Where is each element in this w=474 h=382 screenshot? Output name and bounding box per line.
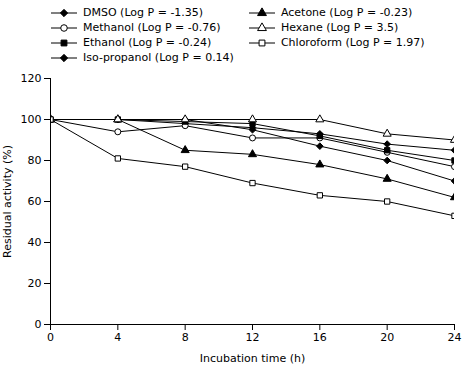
svg-text:16: 16 (313, 331, 327, 344)
svg-text:120: 120 (21, 72, 42, 85)
html-text:DMSO (Log P = -1.35): DMSO (Log P = -1.35) (83, 6, 204, 19)
svg-text:4: 4 (114, 331, 121, 344)
html-text:Methanol (Log P = -0.76): Methanol (Log P = -0.76) (83, 21, 221, 34)
svg-text:20: 20 (380, 331, 394, 344)
svg-text:Incubation time (h): Incubation time (h) (200, 352, 305, 365)
svg-text:24: 24 (448, 331, 462, 344)
html-text:Ethanol (Log P = -0.24): Ethanol (Log P = -0.24) (83, 36, 212, 49)
svg-text:0: 0 (35, 318, 42, 331)
html-text:Acetone (Log P = -0.23): Acetone (Log P = -0.23) (280, 6, 413, 19)
svg-text:80: 80 (28, 154, 42, 167)
svg-text:40: 40 (28, 236, 42, 249)
svg-text:20: 20 (28, 277, 42, 290)
svg-text:8: 8 (182, 331, 189, 344)
html-text:Chloroform (Log P = 1.97): Chloroform (Log P = 1.97) (280, 36, 425, 49)
html-text:Hexane (Log P = 3.5): Hexane (Log P = 3.5) (280, 21, 399, 34)
svg-text:0: 0 (47, 331, 54, 344)
svg-text:12: 12 (246, 331, 260, 344)
svg-text:60: 60 (28, 195, 42, 208)
html-text:Iso-propanol (Log P = 0.14): Iso-propanol (Log P = 0.14) (83, 51, 234, 64)
svg-text:Residual activity (%): Residual activity (%) (1, 145, 14, 258)
svg-text:100: 100 (21, 113, 42, 126)
